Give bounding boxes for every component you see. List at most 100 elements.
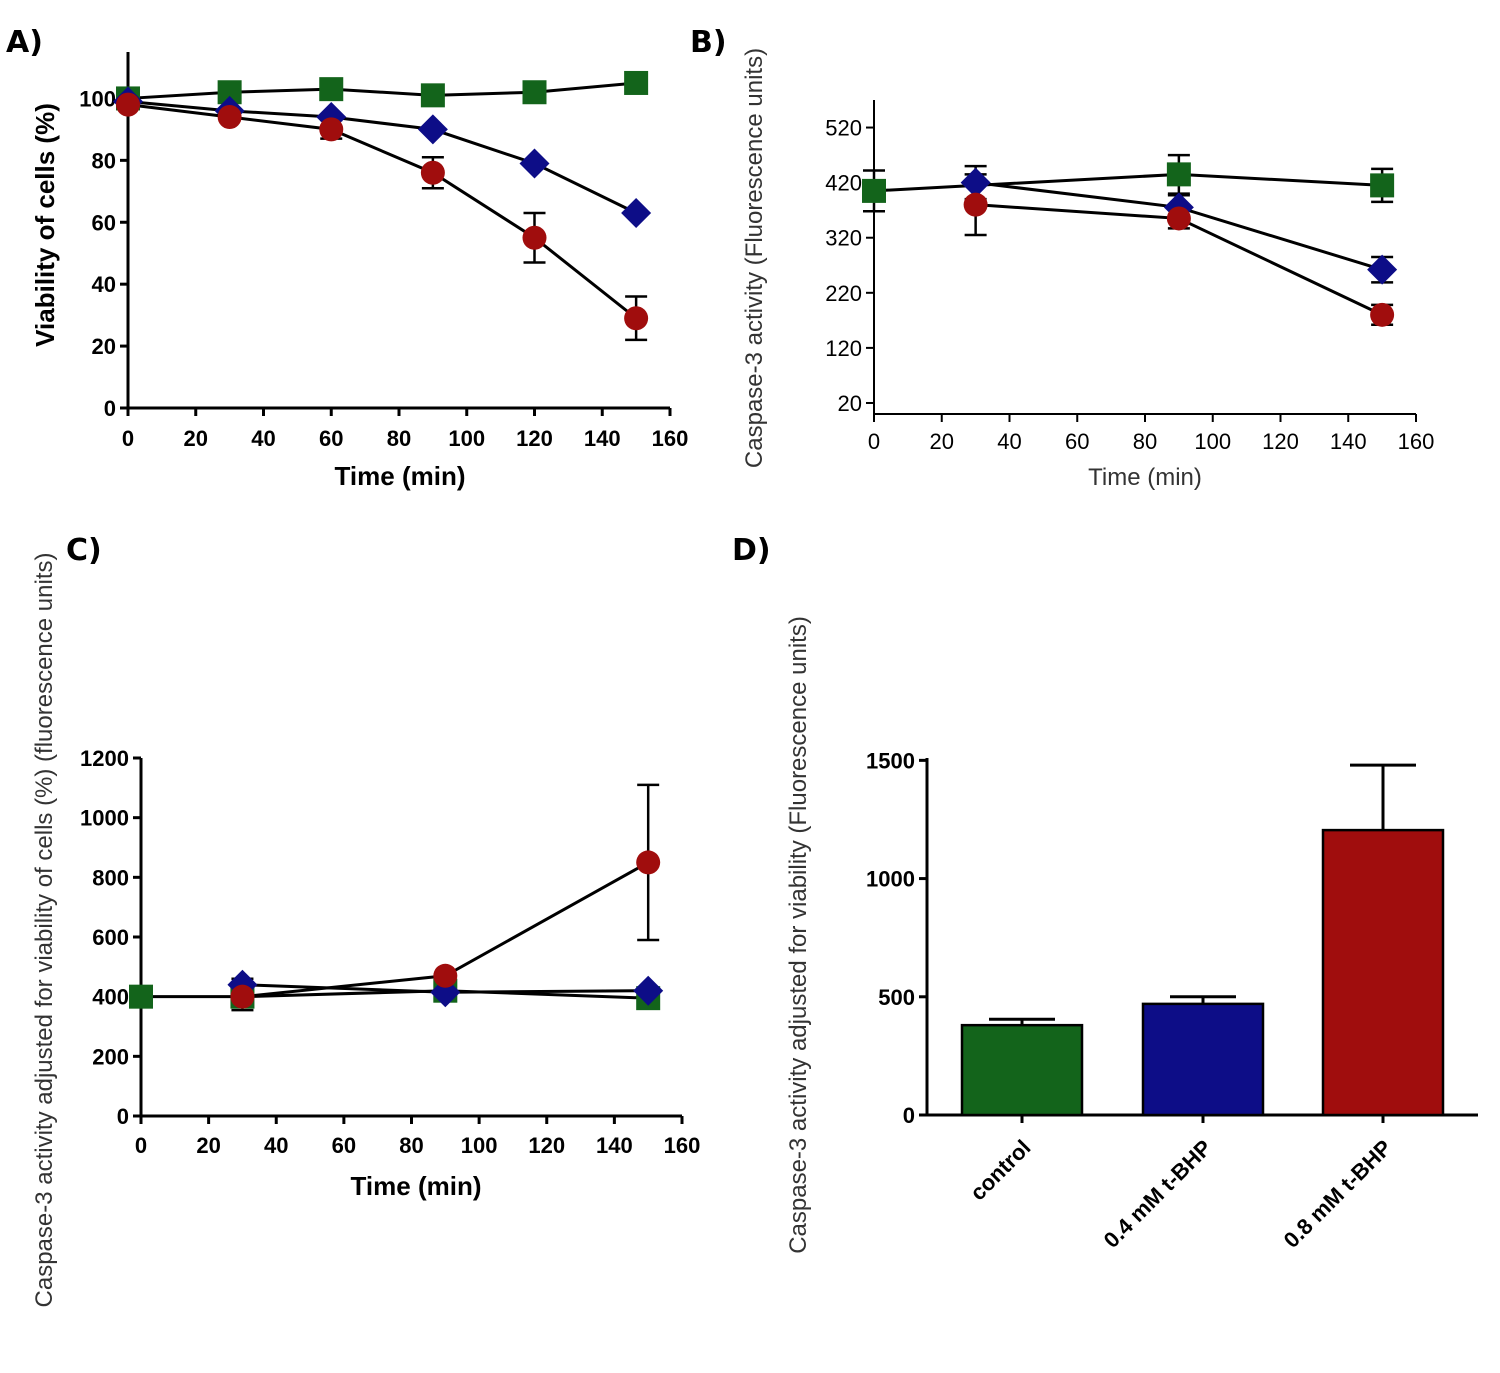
panel-a-point-control — [624, 70, 649, 95]
panel-c-y-tick-label: 400 — [92, 985, 129, 1010]
panel-c-x-tick-label: 120 — [528, 1133, 565, 1158]
panel-b-y-tick-label: 120 — [825, 336, 862, 361]
panel-b-point-control — [1370, 173, 1395, 198]
panel-c-y-tick-label: 600 — [92, 925, 129, 950]
panel-a-x-tick-label: 120 — [516, 426, 553, 451]
panel-b-point-low — [960, 167, 991, 198]
panel-a-y-tick-label: 0 — [104, 396, 116, 421]
panel-c-x-tick-label: 60 — [332, 1133, 356, 1158]
panel-d-label: D) — [732, 533, 771, 568]
panel-d-y-tick-label: 0 — [903, 1103, 915, 1128]
panel-a-x-tick-label: 100 — [448, 426, 485, 451]
panel-a-x-tick-label: 60 — [319, 426, 343, 451]
panel-a: A) 0 20 40 60 80 100 120 140 160 0 20 40 60 80 100 Tim… — [6, 25, 688, 491]
panel-d-y-tick-label: 1000 — [866, 867, 915, 892]
panel-b-x-tick-label: 40 — [997, 429, 1021, 454]
panel-a-marks: 0 20 40 60 80 100 120 140 160 0 20 40 60 80 100 — [79, 52, 688, 451]
panel-a-point-high — [116, 92, 140, 117]
panel-c-x-tick-label: 40 — [264, 1133, 288, 1158]
panel-c-marks: 0 20 40 60 80 100 120 140 160 0 200 400 600 800 1000 12… — [80, 746, 700, 1158]
panel-b-x-tick-label: 140 — [1330, 429, 1367, 454]
panel-c-x-tick-label: 0 — [135, 1133, 147, 1158]
panel-c-y-tick-label: 1000 — [80, 806, 129, 831]
panel-a-point-low — [519, 148, 550, 179]
panel-a-label: A) — [6, 25, 43, 60]
panel-b-y-tick-label: 320 — [825, 226, 862, 251]
panel-a-x-tick-label: 140 — [584, 426, 621, 451]
panel-b-y-tick-label: 20 — [838, 391, 862, 416]
panel-a-ylabel: Viability of cells (%) — [30, 103, 60, 347]
panel-a-point-low — [417, 114, 448, 145]
panel-c-series-line-control — [141, 989, 649, 1000]
panel-c-point-low — [633, 975, 664, 1006]
panel-b-series-line-control — [873, 172, 1383, 193]
panel-b-point-low — [1367, 254, 1398, 285]
panel-a-point-control — [420, 83, 445, 108]
panel-b-x-tick-label: 80 — [1133, 429, 1157, 454]
panel-b-ylabel: Caspase-3 activity (Fluorescence units) — [741, 48, 768, 468]
panel-d-y-tick-label: 500 — [878, 985, 915, 1010]
panel-a-y-tick-label: 60 — [92, 210, 116, 235]
panel-a-xlabel: Time (min) — [335, 461, 466, 491]
panel-b-x-tick-label: 160 — [1398, 429, 1435, 454]
panel-d-marks: 0 500 1000 1500 control 0.4 mM t-BHP 0.8 mM t-… — [866, 748, 1478, 1253]
panel-b-point-high — [1370, 302, 1395, 327]
panel-a-point-high — [420, 160, 445, 185]
panel-a-series-line-high — [127, 103, 638, 320]
panel-a-x-tick-label: 40 — [251, 426, 275, 451]
panel-b-x-tick-label: 20 — [930, 429, 954, 454]
panel-c-x-tick-label: 100 — [461, 1133, 498, 1158]
panel-d-category-label: control — [965, 1135, 1035, 1205]
panel-b-point-control — [1166, 162, 1191, 187]
panel-c: C) 0 20 40 60 80 100 120 140 160 0 200 400 600 800 100… — [31, 533, 700, 1307]
panel-b-x-tick-label: 100 — [1194, 429, 1231, 454]
panel-a-point-high — [624, 306, 649, 331]
panel-b-xlabel: Time (min) — [1088, 464, 1202, 491]
panel-a-series-line-control — [127, 81, 637, 100]
panel-a-y-tick-label: 80 — [92, 148, 116, 173]
panel-b-x-tick-label: 60 — [1065, 429, 1089, 454]
panel-a-y-tick-label: 20 — [92, 334, 116, 359]
panel-d-ylabel: Caspase-3 activity adjusted for viabilit… — [785, 616, 812, 1254]
panel-c-xlabel: Time (min) — [351, 1171, 482, 1201]
panel-c-point-high — [433, 963, 458, 988]
panel-c-point-control — [129, 984, 153, 1009]
panel-a-point-high — [217, 105, 242, 130]
panel-d-bar-control — [960, 1023, 1084, 1117]
panel-d: D) 0 500 1000 1500 control 0.4 mM t-BHP 0.8 mM… — [732, 533, 1478, 1254]
panel-a-y-tick-label: 40 — [92, 272, 116, 297]
panel-c-y-tick-label: 0 — [117, 1104, 129, 1129]
panel-d-category-label: 0.8 mM t-BHP — [1279, 1135, 1397, 1253]
panel-a-point-low — [621, 197, 652, 228]
panel-b-label: B) — [690, 25, 727, 60]
panel-c-ylabel: Caspase-3 activity adjusted for viabilit… — [31, 553, 58, 1308]
panel-c-y-tick-label: 1200 — [80, 746, 129, 771]
panel-d-bar-low — [1141, 1002, 1265, 1117]
panel-c-y-tick-label: 800 — [92, 865, 129, 890]
panel-b-y-tick-label: 420 — [825, 171, 862, 196]
panel-d-bar-high — [1321, 828, 1445, 1117]
panel-b-x-tick-label: 0 — [868, 429, 880, 454]
panel-a-x-tick-label: 160 — [652, 426, 689, 451]
panel-b-y-tick-label: 220 — [825, 281, 862, 306]
panel-a-point-high — [522, 225, 547, 250]
panel-a-x-tick-label: 0 — [122, 426, 134, 451]
panel-b-point-control — [862, 178, 886, 203]
panel-c-x-tick-label: 20 — [196, 1133, 220, 1158]
panel-d-category-label: 0.4 mM t-BHP — [1099, 1135, 1217, 1253]
panel-a-point-high — [319, 117, 344, 142]
panel-a-point-control — [522, 80, 547, 105]
panel-d-y-tick-label: 1500 — [866, 748, 915, 773]
panel-a-series-line-low — [127, 100, 637, 215]
panel-b-point-high — [963, 192, 988, 217]
panel-c-point-high — [230, 984, 255, 1009]
panel-a-x-tick-label: 20 — [184, 426, 208, 451]
panel-b: B) 0 20 40 60 80 100 120 140 1602012022032042052… — [690, 25, 1434, 491]
panel-c-x-tick-label: 160 — [664, 1133, 701, 1158]
panel-b-point-high — [1166, 206, 1191, 231]
panel-a-point-control — [319, 77, 344, 102]
panel-b-y-tick-label: 520 — [825, 116, 862, 141]
panel-c-point-high — [636, 850, 661, 875]
